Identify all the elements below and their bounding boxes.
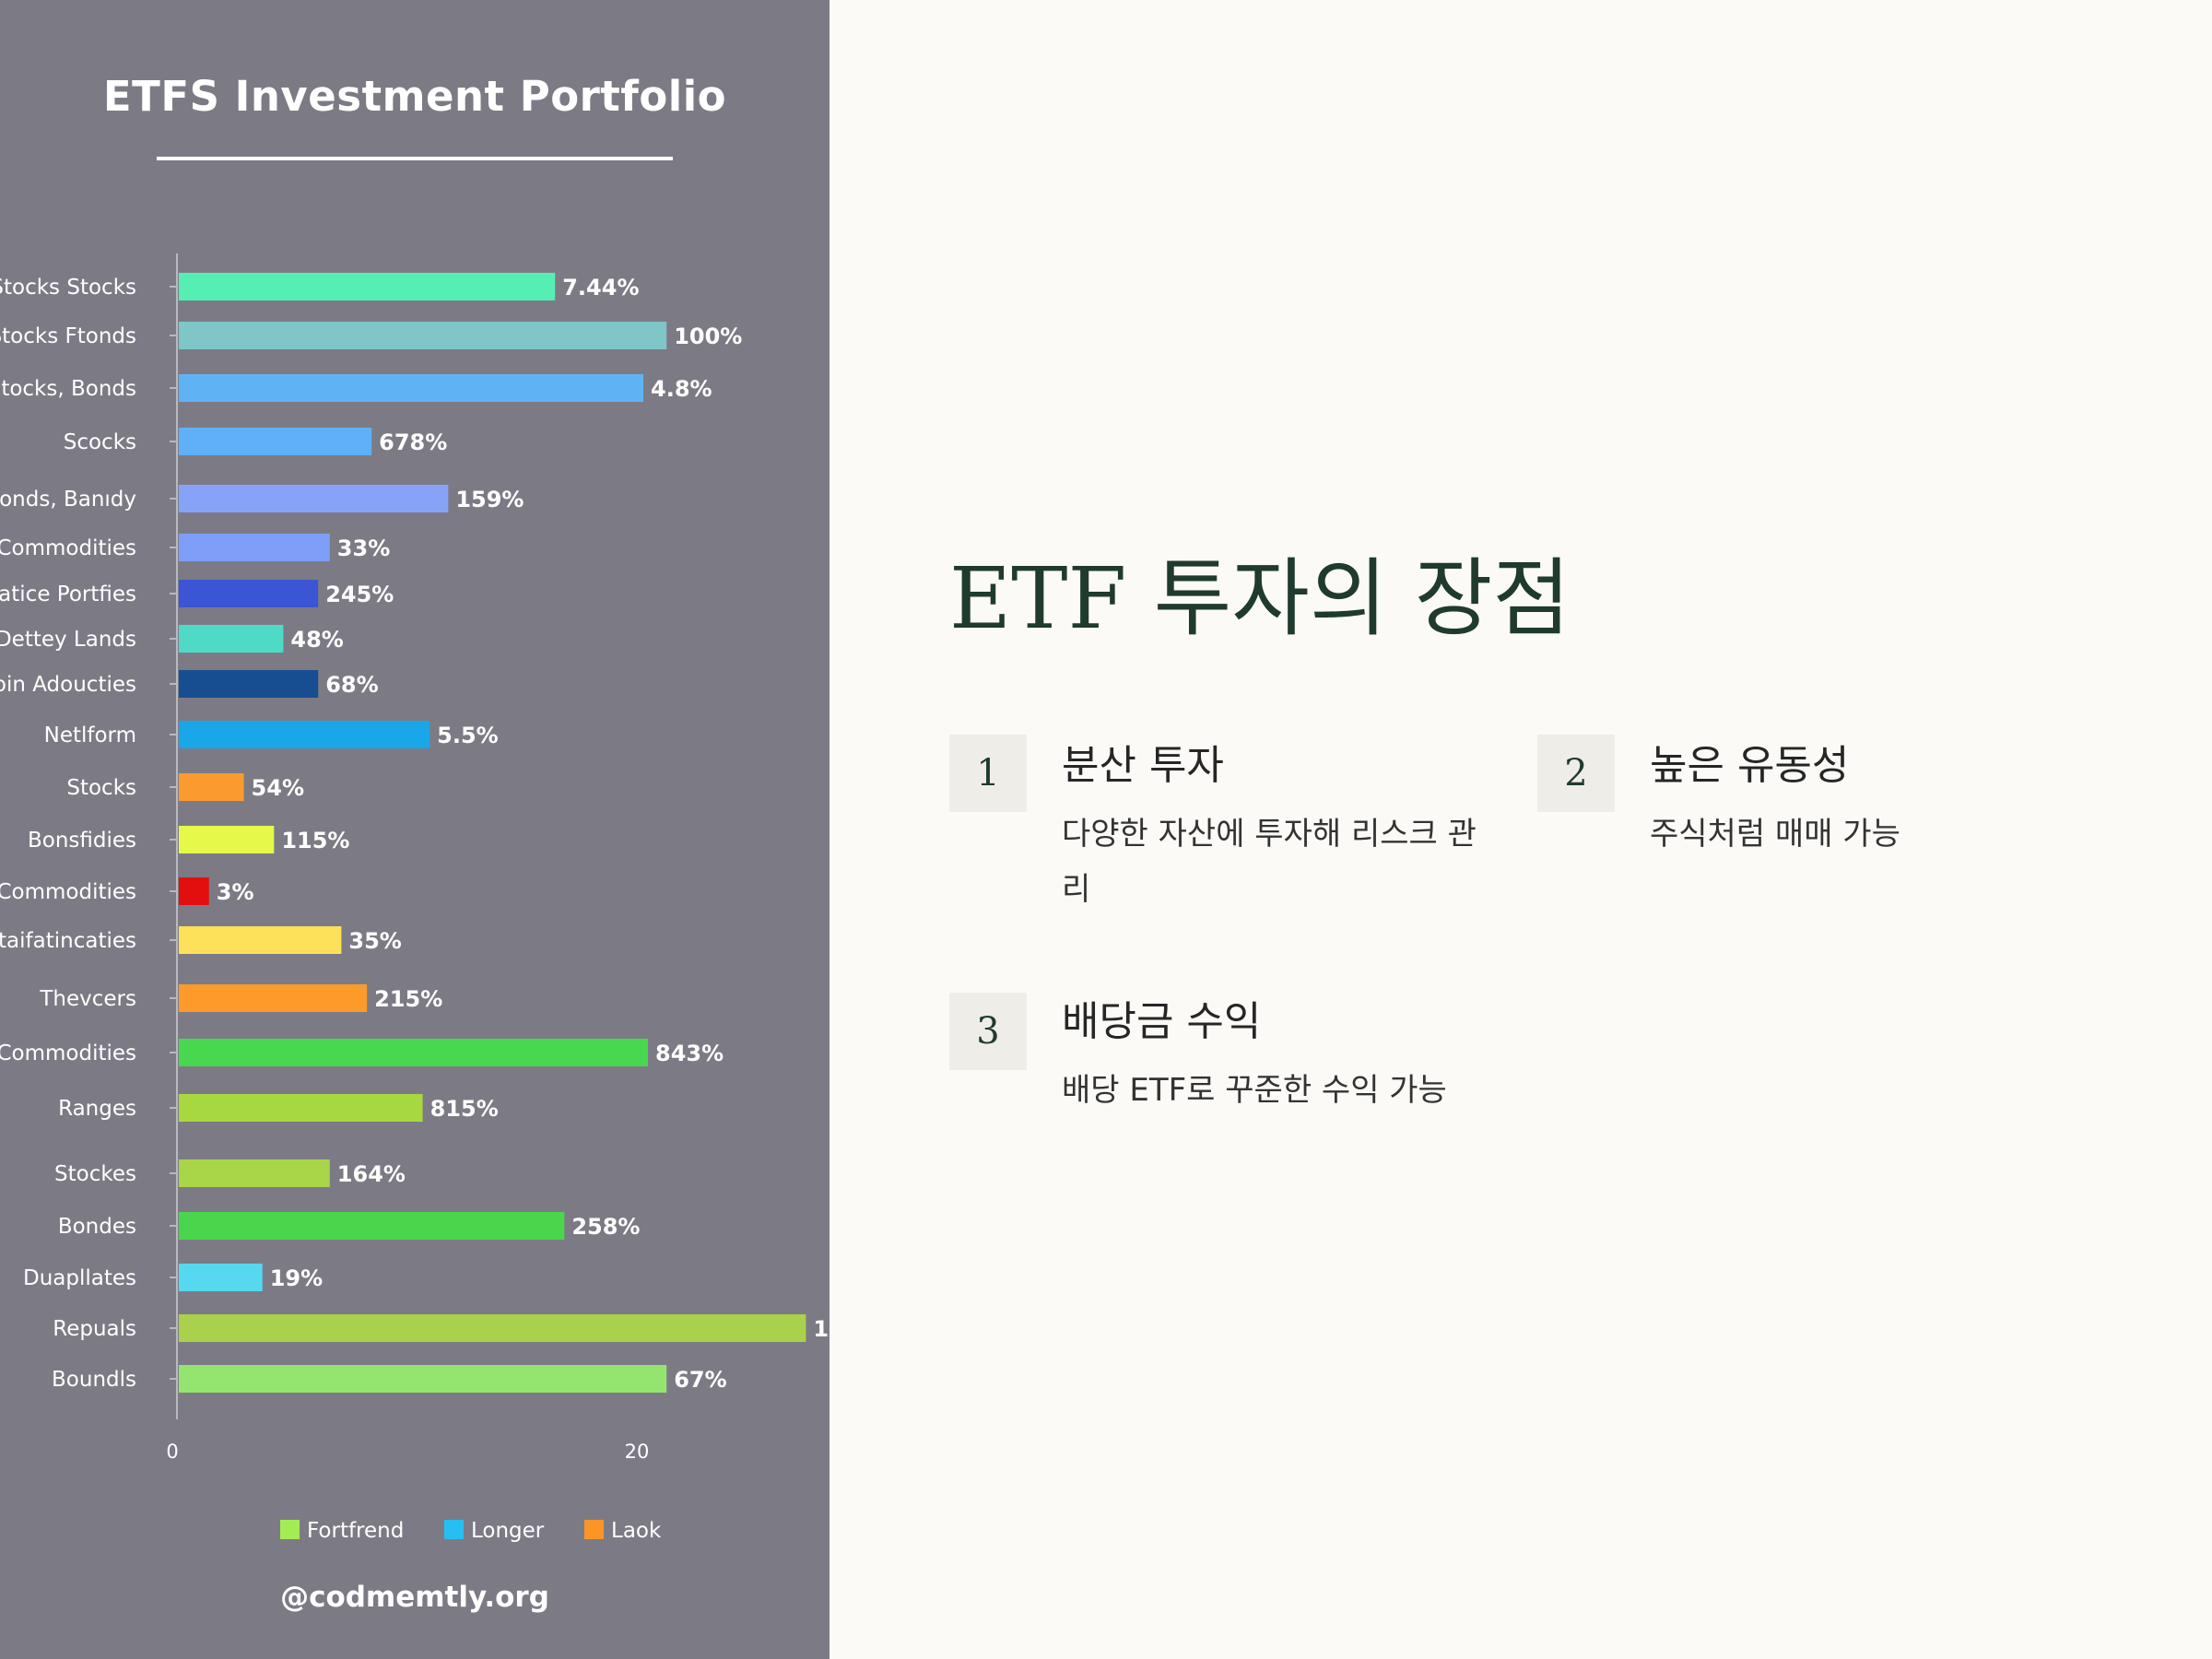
legend-swatch [280,1520,300,1539]
value-label: 100% [674,324,742,349]
x-tick-label: 0 [166,1441,178,1463]
category-label: Netlform [44,724,136,747]
value-label: 115% [281,828,349,853]
bar [179,534,330,561]
value-label: 19% [270,1265,323,1291]
value-label: 33% [337,535,390,561]
bar [179,1264,263,1291]
benefit-description: 배당 ETF로 꾸준한 수익 가능 [1062,1072,1447,1109]
legend-label: Longer [471,1519,545,1543]
value-label: 5.5% [437,723,499,748]
category-label: Scocks [64,430,136,454]
category-label: Repuals [53,1317,136,1341]
value-label: 68% [325,672,378,698]
legend-swatch [584,1520,604,1539]
category-label: Duapllates [23,1266,136,1290]
x-tick-label: 20 [625,1441,650,1463]
value-label: 164% [337,1161,406,1187]
chart-title: ETFS Investment Portfolio [102,72,727,121]
chart-panel: ETFS Investment Portfolio Stocks Stocks 7… [0,0,830,1659]
category-label: taifatincaties [0,929,136,953]
bar [179,670,319,698]
category-label: Dettey Lands [0,628,136,652]
title-divider [157,157,673,160]
bar [179,1159,330,1187]
bar [179,1094,423,1122]
number-badge: 1 [949,735,1027,812]
value-label: 843% [655,1041,724,1066]
category-label: Boundls [52,1368,136,1392]
bar [179,580,319,607]
bar [179,1039,649,1066]
bar [179,485,449,512]
bar [179,1212,565,1240]
benefit-title: 높은 유동성 [1650,742,1850,789]
value-label: 35% [348,928,401,954]
legend-label: Fortfrend [307,1519,404,1543]
legend-label: Laok [611,1519,662,1543]
category-label: Ranges [58,1097,136,1121]
benefit-description: 주식처럼 매매 가능 [1650,816,1900,853]
category-label: Stocks [66,776,136,800]
category-label: Stocks Stocks [0,276,136,300]
category-label: Commodities [0,1041,136,1065]
category-label: Bonds, Banıdy [0,488,136,512]
value-label: 4.8% [651,376,712,402]
bar [179,273,556,300]
value-label: 7.44% [562,275,639,300]
slide-title: ETF 투자의 장점 [949,549,1571,648]
value-label: 815% [430,1096,499,1122]
bar [179,926,342,954]
value-label: 54% [252,775,304,801]
category-label: Stocks, Bonds [0,377,136,401]
value-label: 258% [571,1214,640,1240]
value-label: 245% [325,582,394,607]
value-label: 678% [379,429,447,455]
category-label: Bondes [58,1215,136,1239]
category-label: Thevcers [39,987,136,1011]
credit-text: @codmemtly.org [280,1581,549,1614]
bar [179,877,209,905]
value-label: 67% [674,1367,726,1393]
number-badge: 2 [1537,735,1615,812]
category-label: Stocks Ftonds [0,324,136,348]
value-label: 3% [217,879,254,905]
bar [179,1365,667,1393]
bar [179,721,430,748]
category-label: Bonsfidies [28,829,136,853]
benefit-title: 분산 투자 [1062,742,1224,789]
category-label: Commodities [0,880,136,904]
value-label: 159% [455,487,524,512]
bar [179,428,372,455]
bar [179,773,244,801]
benefit-title: 배당금 수익 [1062,998,1262,1045]
bar [179,826,275,853]
category-label: natice Portfies [0,582,136,606]
value-label: 15 [813,1316,830,1342]
bar [179,984,368,1012]
bar [179,625,284,653]
category-label: oin Adoucties [0,673,136,697]
value-label: 48% [290,627,343,653]
bar [179,322,667,349]
bar [179,374,643,402]
benefit-description: 다양한 자산에 투자해 리스크 관리 [1062,816,1477,908]
category-label: Commodities [0,536,136,560]
number-badge: 3 [949,993,1027,1070]
bar-chart: Stocks Stocks 7.44% Stocks Ftonds 100% Stock… [0,253,830,1543]
value-label: 215% [374,986,442,1012]
legend-swatch [444,1520,464,1539]
bar [179,1314,806,1342]
category-label: Stockes [54,1162,136,1186]
